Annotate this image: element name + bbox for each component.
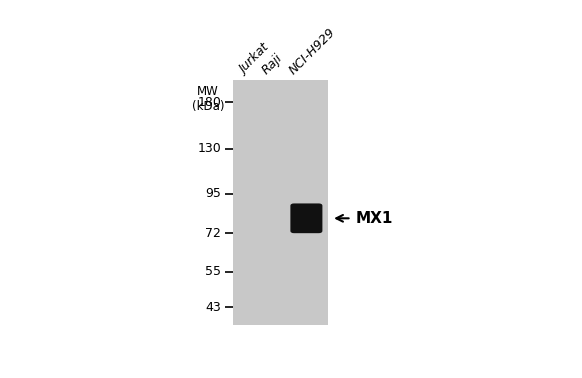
Text: MW
(kDa): MW (kDa) [192, 85, 224, 113]
FancyBboxPatch shape [290, 203, 322, 233]
Bar [233, 80, 328, 325]
Text: 95: 95 [205, 187, 221, 200]
Text: NCI-H929: NCI-H929 [287, 25, 338, 77]
Text: 72: 72 [205, 227, 221, 240]
Text: 55: 55 [205, 265, 221, 279]
Text: Raji: Raji [260, 51, 285, 77]
Text: MX1: MX1 [356, 211, 393, 226]
Text: Jurkat: Jurkat [237, 42, 272, 77]
Text: 180: 180 [197, 96, 221, 109]
Text: 43: 43 [205, 301, 221, 314]
Text: 130: 130 [197, 143, 221, 155]
